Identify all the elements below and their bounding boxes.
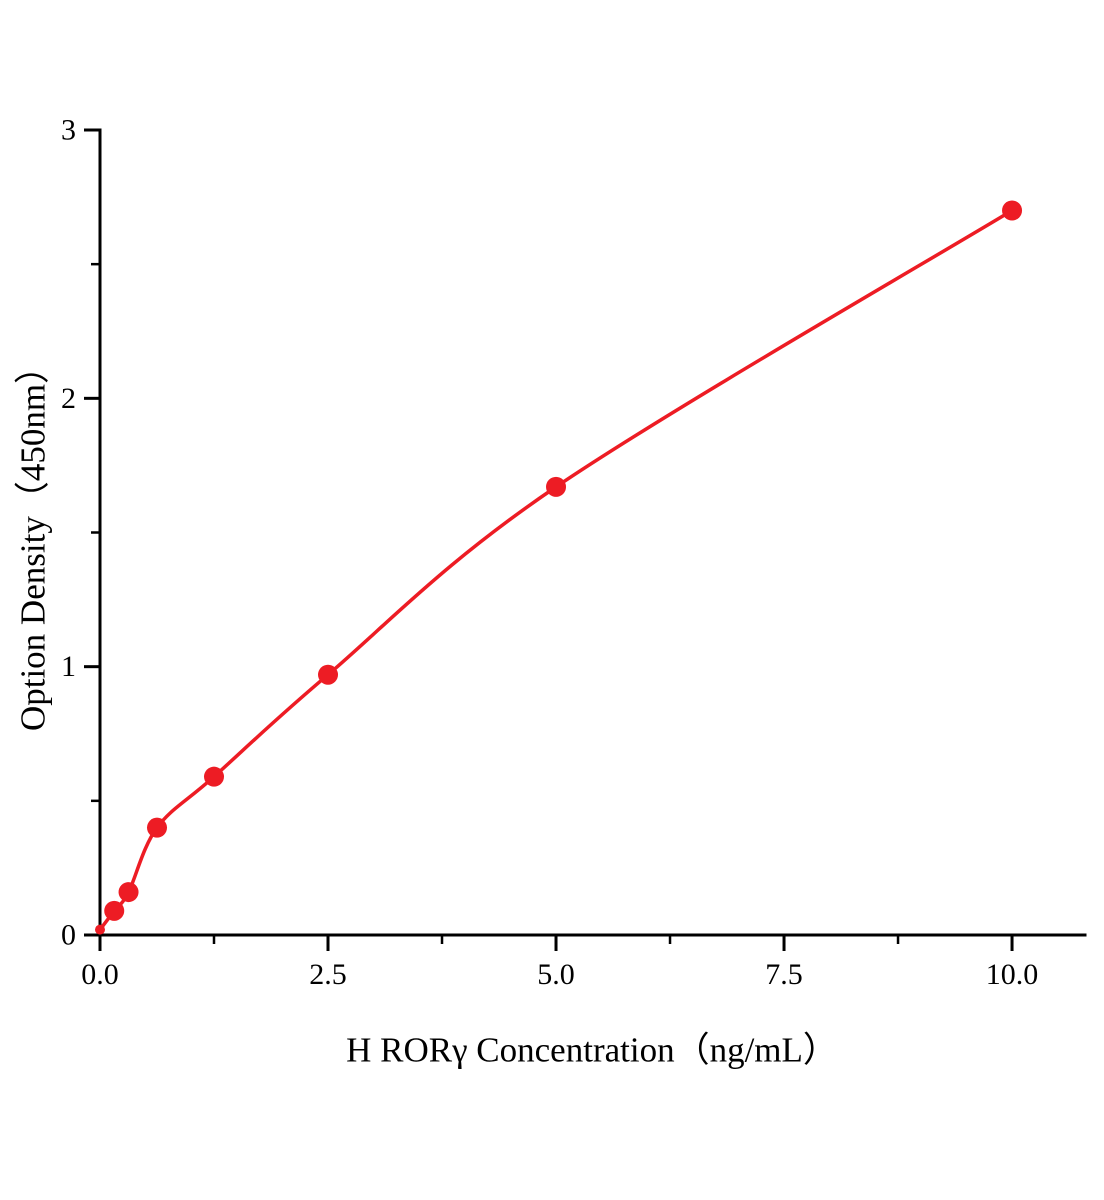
y-axis-label: Option Density（450nm） <box>13 348 53 732</box>
y-tick-label: 1 <box>61 650 76 683</box>
data-point-marker <box>318 664 339 685</box>
data-point-marker <box>204 766 225 787</box>
data-point-marker <box>104 900 125 921</box>
x-tick-label: 7.5 <box>765 958 803 991</box>
data-point-marker <box>147 817 168 838</box>
data-point-marker <box>546 476 567 497</box>
data-point-marker <box>1002 200 1023 221</box>
x-tick-label: 2.5 <box>309 958 347 991</box>
y-tick-label: 0 <box>61 919 76 952</box>
x-tick-label: 0.0 <box>81 958 119 991</box>
data-point-marker <box>118 882 139 903</box>
standard-curve-line <box>98 208 1014 932</box>
x-axis-label: H RORγ Concentration（ng/mL） <box>346 1030 838 1070</box>
y-tick-label: 2 <box>61 382 76 415</box>
y-tick-label: 3 <box>61 114 76 147</box>
data-point-marker <box>95 924 105 935</box>
x-tick-label: 10.0 <box>986 958 1039 991</box>
x-tick-label: 5.0 <box>537 958 575 991</box>
